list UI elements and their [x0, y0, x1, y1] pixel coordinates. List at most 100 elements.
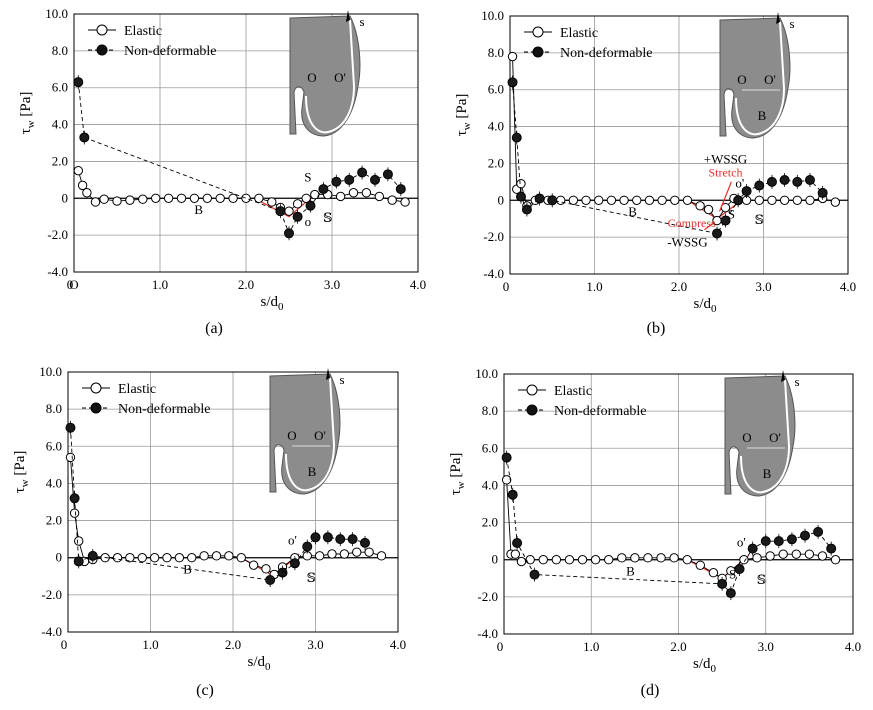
- point-nondeformable: [318, 184, 329, 195]
- point-nondeformable: [335, 534, 346, 545]
- point-elastic: [162, 553, 172, 563]
- point-elastic: [669, 553, 679, 563]
- vessel-shape: [269, 373, 341, 495]
- inset-oprime-label: O': [314, 428, 326, 443]
- point-nondeformable: [347, 534, 358, 545]
- point-nondeformable: [73, 77, 84, 88]
- point-nondeformable: [69, 493, 80, 504]
- point-nondeformable: [507, 77, 518, 88]
- point-nondeformable: [501, 452, 512, 463]
- inset-oprime-label: O': [769, 430, 781, 445]
- point-elastic: [564, 555, 575, 565]
- point-elastic: [703, 204, 714, 215]
- annotation-b: B: [626, 564, 635, 579]
- point-elastic: [137, 553, 147, 563]
- point-elastic: [568, 195, 579, 205]
- point-elastic: [211, 551, 222, 561]
- point-nondeformable: [734, 564, 745, 574]
- annotation-o: o: [305, 214, 312, 229]
- point-nondeformable: [73, 556, 84, 567]
- legend-label-elastic: Elastic: [554, 384, 592, 399]
- x-tick-label: 3.0: [755, 279, 771, 294]
- y-tick-label: 2.0: [46, 513, 62, 528]
- compress-arrow: [703, 221, 715, 231]
- point-elastic: [339, 549, 350, 559]
- y-tick-label: -4.0: [47, 264, 68, 279]
- point-elastic: [82, 188, 92, 198]
- y-tick-label: 10.0: [39, 364, 62, 379]
- inset-b-label: B: [758, 108, 767, 123]
- point-elastic: [516, 179, 526, 189]
- point-elastic: [617, 553, 627, 563]
- point-elastic: [644, 195, 655, 205]
- point-nondeformable: [289, 558, 300, 569]
- y-tick-label: 0: [56, 550, 63, 565]
- point-elastic: [606, 195, 617, 205]
- panel-caption: (b): [647, 320, 666, 337]
- origin-label: O: [69, 277, 78, 292]
- y-tick-label: 10.0: [481, 8, 504, 23]
- legend-marker-elastic: [526, 384, 538, 396]
- chart-panel-b: 0 1.0 2.0 3.0 4.0 -4.0 -2.0 0 2.0 4.0 6.0 8.0 10.0 s/…: [454, 8, 856, 337]
- legend-label-nondeformable: Non-deformable: [560, 46, 653, 61]
- y-tick-label: 10.0: [475, 366, 498, 381]
- point-nondeformable: [804, 175, 815, 186]
- y-tick-label: -2.0: [41, 587, 62, 602]
- point-nondeformable: [284, 228, 294, 239]
- point-elastic: [74, 536, 84, 546]
- aneurysm-inset: s O O' B: [269, 368, 345, 495]
- point-elastic: [525, 555, 535, 565]
- point-elastic: [516, 556, 527, 567]
- inset-s-label: s: [794, 374, 799, 389]
- y-tick-label: 6.0: [52, 80, 68, 95]
- y-tick-label: -4.0: [41, 624, 62, 639]
- point-elastic: [361, 188, 372, 198]
- y-tick-label: 6.0: [46, 438, 62, 453]
- point-elastic: [364, 547, 374, 557]
- legend-label-nondeformable: Non-deformable: [554, 404, 647, 419]
- point-nondeformable: [357, 167, 368, 178]
- chart-panel-c: 0 1.0 2.0 3.0 4.0 -4.0 -2.0 0 2.0 4.0 6.0 8.0 10.0 s/…: [12, 364, 406, 699]
- legend-marker-elastic: [96, 24, 108, 36]
- point-elastic: [65, 452, 76, 463]
- point-nondeformable: [754, 180, 765, 191]
- point-elastic: [767, 195, 777, 205]
- y-tick-label: 8.0: [52, 43, 68, 58]
- plot-frame: [67, 371, 399, 633]
- y-axis-label: τw [Pa]: [18, 92, 37, 135]
- point-nondeformable: [275, 206, 286, 217]
- point-elastic: [267, 197, 277, 207]
- x-tick-label: 4.0: [390, 637, 406, 652]
- point-nondeformable: [529, 569, 540, 580]
- x-axis-label: s/d0: [247, 654, 271, 673]
- point-elastic: [501, 475, 512, 485]
- y-tick-label: 2.0: [488, 155, 504, 170]
- y-axis-label: τw [Pa]: [454, 94, 473, 137]
- y-tick-label: -2.0: [477, 589, 498, 604]
- point-nondeformable: [766, 176, 777, 187]
- x-tick-label: 1.0: [152, 277, 168, 292]
- y-tick-label: 10.0: [45, 6, 68, 21]
- inset-oprime-label: O': [764, 72, 776, 87]
- x-tick-label: 1.0: [142, 637, 158, 652]
- point-elastic: [149, 553, 160, 563]
- point-elastic: [73, 165, 84, 176]
- point-elastic: [254, 193, 264, 203]
- legend-label-elastic: Elastic: [118, 382, 156, 397]
- legend-label-elastic: Elastic: [560, 26, 598, 41]
- point-elastic: [241, 193, 251, 203]
- point-elastic: [261, 564, 271, 574]
- aneurysm-inset: s O O' B: [719, 12, 795, 139]
- legend-marker-nondeformable: [526, 404, 538, 416]
- point-nondeformable: [79, 132, 90, 143]
- annotation-b: B: [183, 562, 192, 577]
- chart-panel-a: 0 1.0 2.0 3.0 4.0 -4.0 -2.0 0 2.0 4.0 6.0 8.0 10.0 s/…: [18, 6, 426, 337]
- point-nondeformable: [760, 536, 771, 547]
- panel-caption: (c): [196, 682, 214, 699]
- point-elastic: [577, 555, 588, 565]
- point-nondeformable: [741, 186, 752, 197]
- point-elastic: [90, 197, 101, 207]
- point-elastic: [228, 193, 238, 203]
- point-elastic: [682, 555, 692, 565]
- point-elastic: [292, 199, 303, 209]
